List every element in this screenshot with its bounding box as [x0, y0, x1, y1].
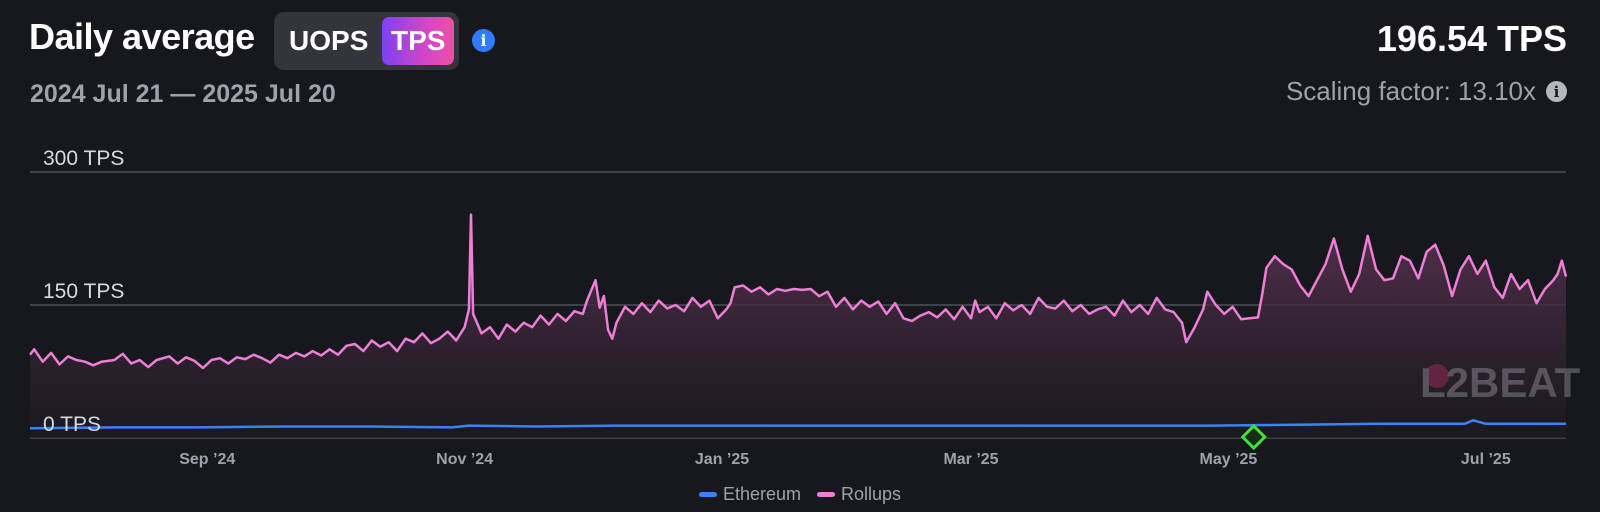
page-title: Daily average	[29, 16, 255, 57]
x-tick-label: Nov ’24	[436, 451, 493, 468]
y-tick-label: 150 TPS	[43, 280, 124, 303]
metric-toggle: UOPS TPS	[274, 12, 459, 70]
info-icon[interactable]: i	[472, 29, 495, 52]
scaling-factor: Scaling factor: 13.10x	[1285, 76, 1536, 106]
chart-legend: Ethereum Rollups	[0, 484, 1600, 505]
legend-rollups[interactable]: Rollups	[817, 484, 901, 505]
legend-ethereum[interactable]: Ethereum	[698, 484, 801, 505]
l2beat-watermark: L2BEAT	[1420, 359, 1581, 406]
y-tick-label: 300 TPS	[43, 147, 124, 170]
legend-ethereum-label: Ethereum	[722, 484, 801, 504]
tps-toggle-button[interactable]: TPS	[382, 17, 454, 65]
x-tick-label: Mar ’25	[943, 451, 998, 468]
scaling-info-icon[interactable]: i	[1546, 81, 1567, 102]
date-range: 2024 Jul 21 — 2025 Jul 20	[30, 80, 336, 108]
x-tick-label: Sep ’24	[179, 451, 235, 468]
legend-rollups-label: Rollups	[841, 484, 902, 504]
x-tick-label: May ’25	[1200, 451, 1258, 468]
watermark-text: L2BEAT	[1420, 359, 1581, 406]
rollups-series-line	[29, 213, 1568, 370]
rollups-swatch	[817, 492, 835, 497]
y-tick-label: 0 TPS	[43, 413, 101, 436]
uops-toggle-button[interactable]: UOPS	[289, 25, 369, 56]
ethereum-series-line	[29, 419, 1566, 430]
event-marker[interactable]	[1240, 423, 1267, 451]
rollups-area	[30, 214, 1566, 438]
x-tick-label: Jul ’25	[1461, 451, 1511, 468]
ethereum-swatch	[698, 492, 717, 497]
x-tick-label: Jan ’25	[695, 451, 749, 468]
current-value: 196.54 TPS	[1376, 18, 1567, 59]
